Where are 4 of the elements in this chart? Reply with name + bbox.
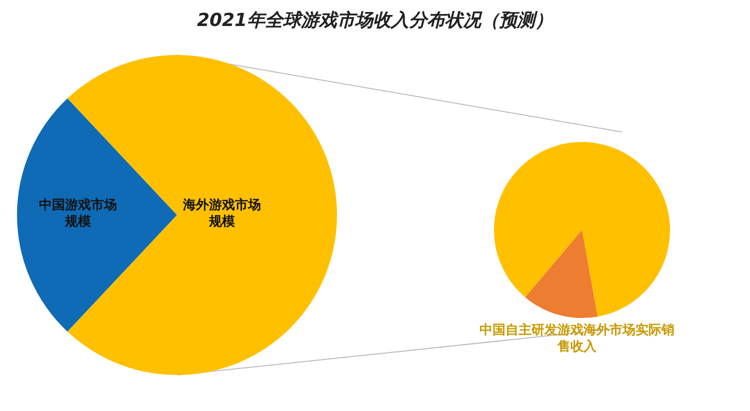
- slice-label: 海外游戏市场规模: [182, 197, 261, 230]
- slice-label: 中国自主研发游戏海外市场实际销售收入: [480, 322, 674, 354]
- slice-label: 中国游戏市场规模: [38, 197, 117, 230]
- text: 2021年全球游戏市场收入分布状况（预测）: [196, 10, 554, 31]
